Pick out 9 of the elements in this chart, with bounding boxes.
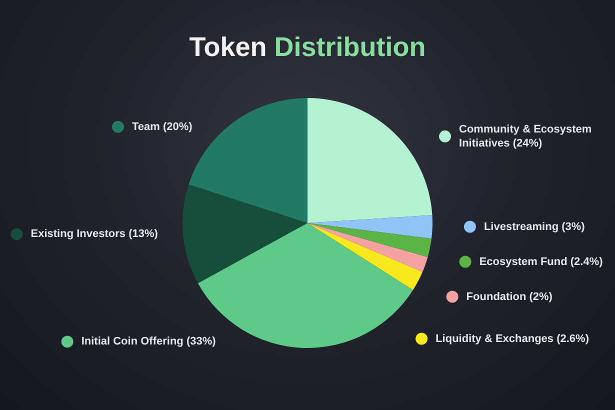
legend-label: Team (20%) xyxy=(132,120,193,133)
legend-label: Community & Ecosystem Initiatives (24%) xyxy=(459,123,592,150)
legend-label: Liquidity & Exchanges (2.6%) xyxy=(436,332,590,345)
legend-label: Initial Coin Offering (33%) xyxy=(81,336,216,348)
legend-label: Existing Investors (13%) xyxy=(30,228,158,240)
legend-label: Ecosystem Fund (2.4%) xyxy=(479,256,604,268)
chart-title: Token Distribution xyxy=(189,32,426,62)
legend-label: Livestreaming (3%) xyxy=(484,220,586,233)
legend-label: Foundation (2%) xyxy=(466,290,553,303)
